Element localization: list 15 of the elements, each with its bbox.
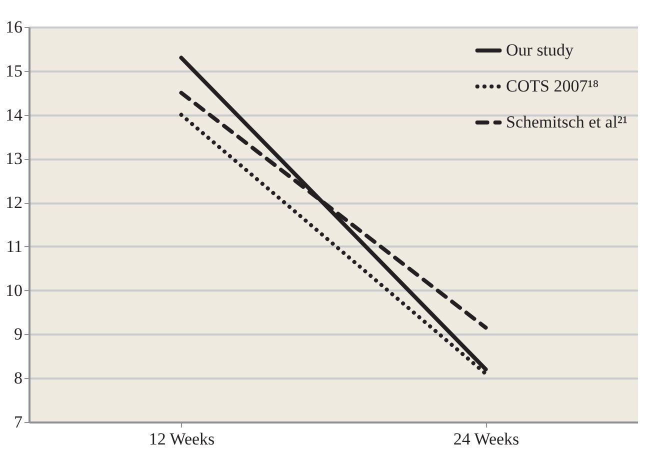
y-tick-label: 16	[6, 18, 22, 36]
y-tick-label: 12	[6, 193, 22, 212]
x-tick-label: 12 Weeks	[148, 430, 215, 448]
y-tick-label: 8	[14, 368, 22, 388]
y-tick-label: 11	[6, 236, 22, 256]
y-tick-label: 7	[14, 412, 23, 432]
y-tick-label: 15	[6, 61, 22, 80]
y-tick-label: 10	[6, 280, 22, 300]
y-tick-label: 14	[6, 105, 23, 124]
y-tick-label: 9	[14, 324, 22, 344]
y-tick-label: 13	[6, 149, 22, 168]
legend-label: Schemitsch et al²¹	[506, 112, 628, 132]
legend-label: COTS 2007¹⁸	[506, 76, 599, 96]
legend-label: Our study	[506, 40, 574, 60]
x-tick-label: 24 Weeks	[453, 430, 520, 448]
